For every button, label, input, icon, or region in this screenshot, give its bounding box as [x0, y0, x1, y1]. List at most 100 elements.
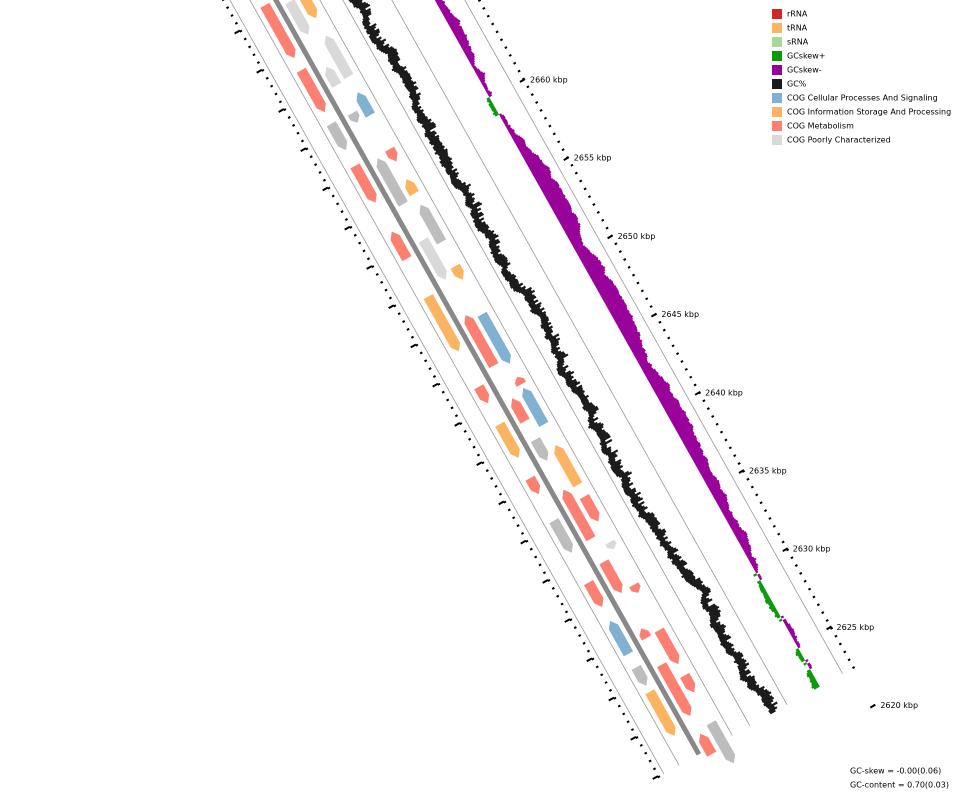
gene [554, 444, 583, 488]
skew-neg [505, 124, 511, 129]
tick-dot [600, 673, 604, 677]
gc-bar [411, 105, 419, 111]
skew-neg [697, 462, 710, 471]
tick-dot [402, 320, 406, 324]
tick-dot [843, 650, 847, 654]
legend-swatch [772, 121, 782, 131]
legend-label: COG Metabolism [787, 122, 854, 131]
gc-bar [630, 496, 641, 504]
tick-major [388, 304, 395, 310]
gc-bar [375, 38, 387, 46]
skew-neg [568, 232, 581, 241]
gc-bar [524, 289, 536, 298]
tick-dot [583, 187, 587, 191]
legend-label: COG Information Storage And Processing [787, 108, 951, 117]
tick-dot [516, 524, 520, 528]
gc-bar [432, 142, 443, 150]
gc-bar [663, 544, 671, 550]
gc-bar [404, 79, 412, 85]
tick-dot [353, 233, 357, 237]
gc-bar [500, 268, 508, 274]
skew-neg [675, 420, 690, 431]
skew-neg [553, 203, 571, 215]
gc-bar [734, 654, 744, 661]
skew-neg [454, 31, 465, 38]
skew-neg [597, 282, 614, 293]
gc-bar [365, 23, 377, 31]
tick-dot [548, 124, 552, 128]
gc-bar [382, 46, 394, 54]
tick-dot [671, 344, 675, 348]
gc-bar [563, 370, 575, 379]
gc-bar [413, 105, 422, 112]
skew-neg [613, 309, 630, 321]
skew-neg [631, 343, 643, 352]
skew-neg [453, 27, 463, 35]
skew-neg [720, 503, 730, 511]
tick-dot [265, 76, 269, 80]
tracks [164, 0, 856, 780]
skew-pos [763, 594, 770, 599]
skew-neg [648, 375, 661, 384]
tick-dot [807, 587, 812, 591]
tick-major [652, 775, 659, 780]
skew-neg [673, 416, 689, 427]
skew-neg [596, 280, 614, 291]
legend-swatch [772, 9, 782, 19]
skew-neg [669, 409, 685, 420]
skew-neg [752, 563, 759, 569]
gc-bar [685, 575, 696, 583]
gc-bar [493, 253, 503, 260]
skew-neg [753, 565, 759, 570]
gc-bar [494, 255, 506, 264]
skew-pos [490, 105, 496, 110]
gc-bar [722, 641, 730, 647]
gc-bar [536, 310, 543, 316]
gc-bar [613, 468, 622, 474]
tick-dot [248, 45, 252, 49]
skew-neg [538, 177, 553, 187]
gc-bar [700, 586, 709, 593]
tick-dot [230, 13, 234, 17]
tick-dot [278, 100, 282, 104]
skew-neg [623, 328, 638, 338]
gc-bar [412, 97, 421, 104]
gc-bar [723, 642, 732, 649]
gc-bar [704, 603, 716, 611]
gc-bar [622, 482, 634, 490]
skew-pos [795, 649, 801, 655]
gc-bar [469, 207, 482, 216]
gene [294, 0, 318, 19]
skew-neg [637, 357, 648, 365]
skew-neg [617, 317, 634, 328]
skew-neg [642, 366, 653, 373]
skew-neg [512, 135, 521, 141]
tick-dot [539, 108, 543, 112]
gc-bar [601, 446, 612, 454]
skew-neg [635, 352, 648, 361]
tick-dot [613, 696, 617, 700]
tick-dot [733, 454, 737, 458]
gc-bar [506, 274, 517, 282]
tick-dot [529, 547, 533, 551]
skew-neg [469, 59, 476, 65]
gene [629, 582, 641, 593]
gc-bar [628, 492, 636, 498]
gc-bar [587, 407, 599, 415]
gc-bar [411, 100, 419, 106]
tick-dot [578, 633, 582, 637]
tick-dot [693, 383, 697, 387]
gc-bar [623, 487, 632, 494]
gc-bar [426, 131, 437, 139]
tick-dot [344, 218, 349, 222]
gc-bar [717, 633, 725, 638]
skew-neg [682, 435, 697, 445]
gc-bar [380, 46, 390, 53]
skew-neg [513, 136, 523, 143]
gc-bar [676, 561, 688, 570]
skew-pos [759, 587, 766, 592]
gc-bar [662, 540, 672, 548]
gc-bar [421, 118, 432, 126]
gc-bar [556, 358, 565, 364]
skew-neg [784, 622, 789, 626]
